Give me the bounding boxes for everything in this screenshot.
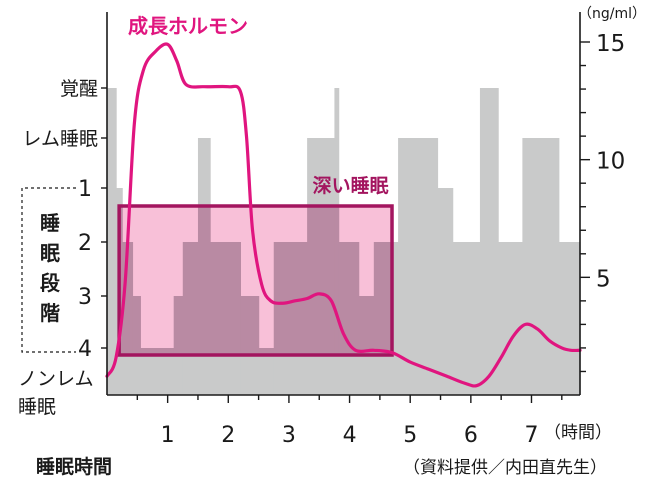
sleep-stage-step xyxy=(437,188,454,395)
left-label-wake: 覚醒 xyxy=(60,78,98,100)
x-tick-label: 6 xyxy=(464,423,478,448)
deep-sleep-box: 深い睡眠 xyxy=(117,174,394,357)
left-label-stage: 2 xyxy=(78,231,92,256)
deep-sleep-step xyxy=(119,206,123,355)
deep-sleep-border xyxy=(117,204,394,357)
growth-hormone-series: 成長ホルモン xyxy=(105,14,582,388)
right-tick-label: 5 xyxy=(596,266,611,292)
deep-sleep-step xyxy=(173,296,184,355)
right-tick-label: 10 xyxy=(596,149,625,175)
deep-sleep-step xyxy=(307,206,336,355)
deep-sleep-step xyxy=(240,296,260,355)
stage-group-char: 睡 xyxy=(40,211,60,235)
sleep-stage-step xyxy=(479,88,499,395)
deep-sleep-step xyxy=(258,348,275,355)
sleep-stage-step xyxy=(522,138,560,395)
left-label-nrem: ノンレム xyxy=(18,368,94,390)
deep-sleep-step xyxy=(210,242,242,355)
sleep-stage-step xyxy=(258,348,275,395)
deep-sleep-step xyxy=(334,206,340,355)
x-tick-label: 3 xyxy=(282,423,296,448)
sleep-stage-step xyxy=(452,242,481,395)
deep-sleep-step xyxy=(338,242,360,355)
left-label-stage: 3 xyxy=(78,285,92,310)
deep-sleep-step xyxy=(182,242,199,355)
x-tick-label: 4 xyxy=(343,423,357,448)
sleep-stage-step xyxy=(107,88,117,395)
x-tick-label: 5 xyxy=(403,423,417,448)
stage-bracket xyxy=(21,187,76,353)
deep-sleep-step xyxy=(197,206,211,355)
x-tick-label: 1 xyxy=(161,423,175,448)
right-axis-unit: （ng/ml） xyxy=(578,6,646,22)
source-note: （資料提供／内田直先生） xyxy=(403,458,607,478)
sleep-stage-step xyxy=(558,242,581,395)
deep-sleep-step xyxy=(373,242,393,355)
axes xyxy=(101,12,590,403)
deep-sleep-step xyxy=(132,296,141,355)
growth-hormone-line xyxy=(105,42,582,388)
left-label-stage: 4 xyxy=(78,337,92,362)
left-label-stage: 1 xyxy=(78,177,92,202)
x-tick-label: 7 xyxy=(524,423,538,448)
deep-sleep-step xyxy=(122,242,134,355)
deep-sleep-step xyxy=(140,348,175,355)
x-tick-label: 2 xyxy=(221,423,235,448)
deep-sleep-overlay xyxy=(119,206,393,355)
stage-group-char: 眠 xyxy=(40,241,60,265)
sleep-stage-step xyxy=(398,138,439,395)
deep-sleep-step xyxy=(358,296,375,355)
stage-group-char: 階 xyxy=(40,301,60,325)
x-axis-title: 睡眠時間 xyxy=(36,456,112,478)
growth-hormone-label: 成長ホルモン xyxy=(128,14,248,38)
deep-sleep-label: 深い睡眠 xyxy=(313,174,389,197)
right-tick-label: 15 xyxy=(596,31,625,57)
stage-group-bg xyxy=(32,206,68,334)
left-label-rem: レム睡眠 xyxy=(22,128,98,150)
sleep-stage-step xyxy=(498,242,523,395)
stage-group-char: 段 xyxy=(40,271,60,295)
left-label-nrem-2: 睡眠 xyxy=(18,396,56,418)
x-unit-label: （時間） xyxy=(544,423,612,443)
